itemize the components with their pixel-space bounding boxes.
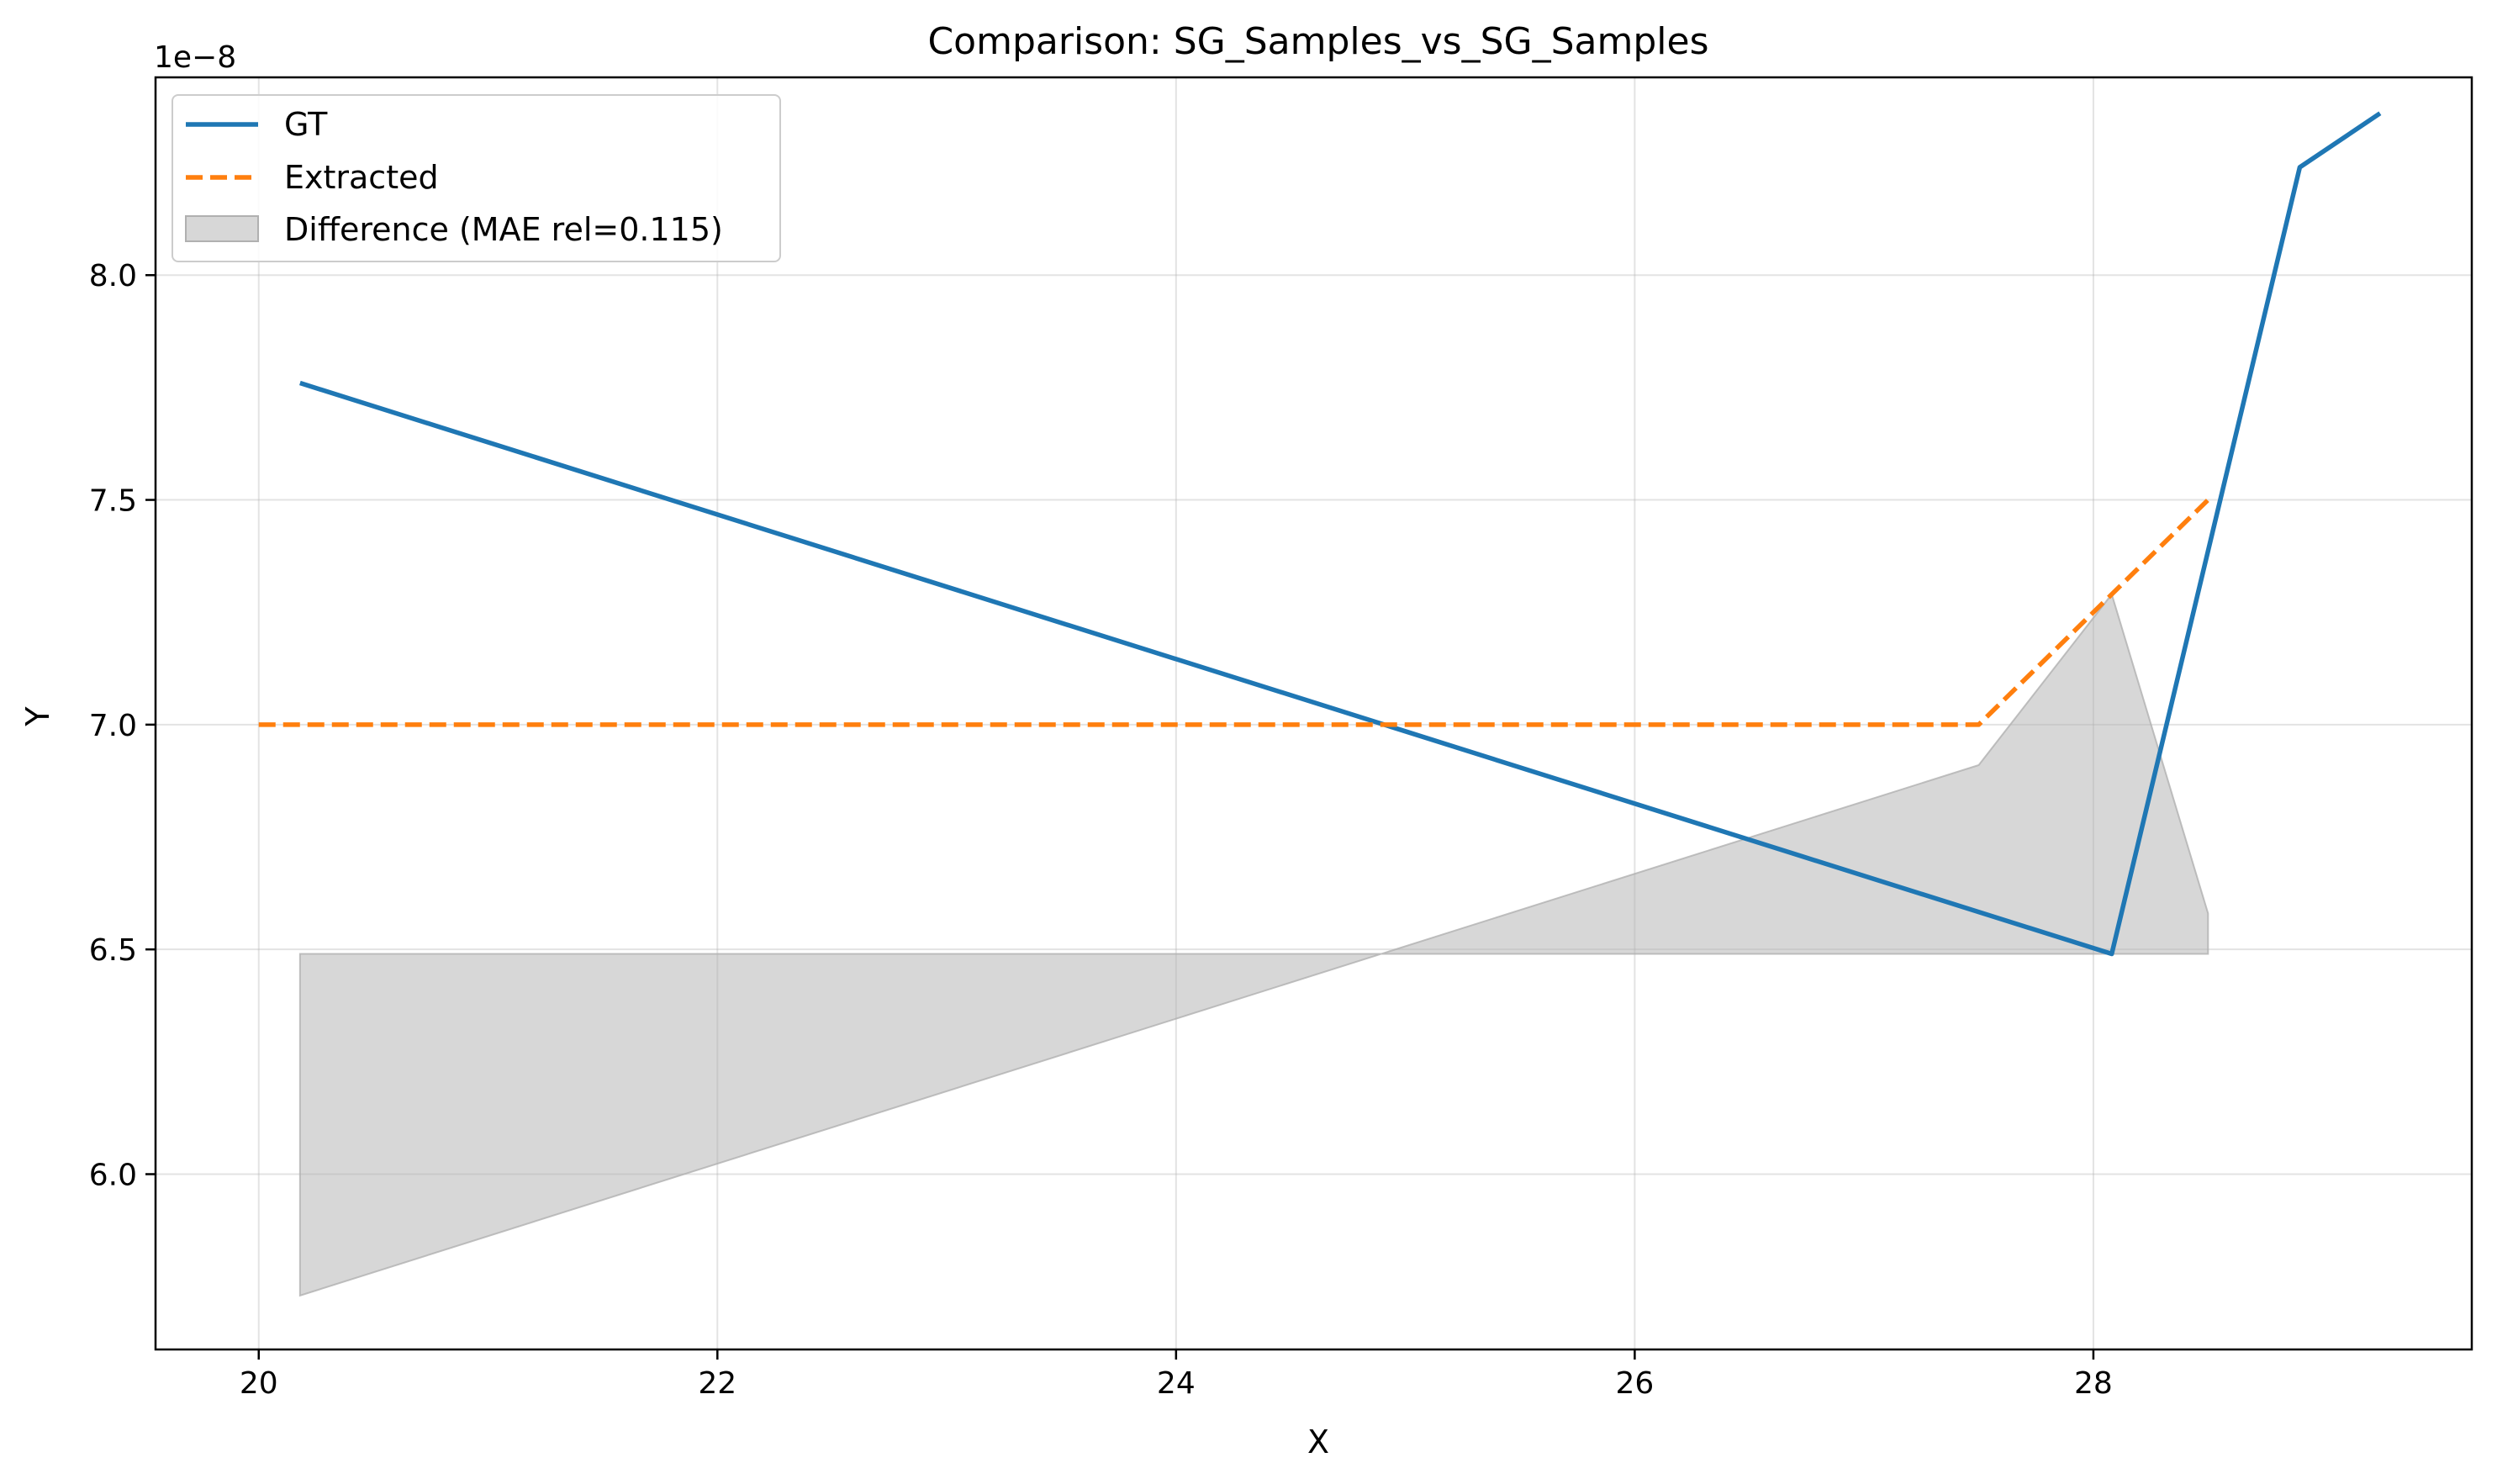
legend-label-difference: Difference (MAE rel=0.115) xyxy=(284,211,723,248)
legend: GT Extracted Difference (MAE rel=0.115) xyxy=(172,94,781,262)
legend-swatch-difference xyxy=(185,215,259,242)
series-line-extracted xyxy=(258,498,2210,727)
series-layer xyxy=(258,111,2382,957)
y-axis-label: Y xyxy=(19,706,56,727)
x-tick-label: 22 xyxy=(698,1366,736,1401)
y-tick-label: 7.5 xyxy=(89,484,137,519)
chart-title: Comparison: SG_Samples_vs_SG_Samples xyxy=(927,20,1708,63)
legend-box xyxy=(172,94,781,262)
x-tick-label: 24 xyxy=(1157,1366,1196,1401)
y-tick-label: 7.0 xyxy=(89,709,137,743)
x-tick-label: 26 xyxy=(1615,1366,1654,1401)
x-axis-label: X xyxy=(1307,1423,1329,1460)
difference-area xyxy=(298,592,2209,1297)
tick-layer: 20 22 24 26 28 6.0 6.5 7.0 7.5 8.0 xyxy=(89,259,2113,1401)
x-tick-label: 20 xyxy=(240,1366,278,1401)
y-axis-offset-label: 1e−8 xyxy=(154,40,236,75)
x-tick-label: 28 xyxy=(2074,1366,2113,1401)
y-tick-label: 6.0 xyxy=(89,1158,137,1192)
y-tick-label: 6.5 xyxy=(89,933,137,968)
plot-area-frame xyxy=(154,76,2473,1351)
y-tick-label: 8.0 xyxy=(89,259,137,293)
legend-label-gt: GT xyxy=(284,106,328,143)
legend-label-extracted: Extracted xyxy=(284,159,439,196)
difference-fill-layer xyxy=(298,592,2209,1297)
series-line-gt xyxy=(299,111,2382,957)
